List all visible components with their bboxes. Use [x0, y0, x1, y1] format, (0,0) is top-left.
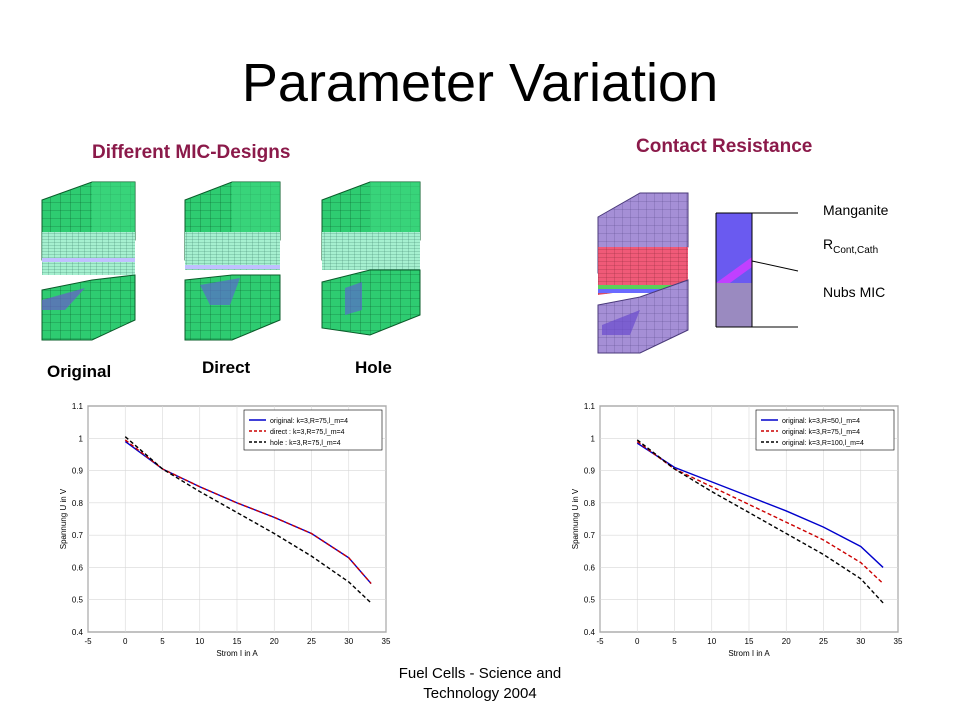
x-tick-label: 5 — [672, 637, 677, 646]
caption-original: Original — [47, 362, 112, 381]
x-tick-label: 0 — [123, 637, 128, 646]
legend-label-0: original: k=3,R=75,l_m=4 — [270, 418, 348, 425]
y-tick-label: 0.6 — [584, 563, 596, 572]
y-tick-label: 0.9 — [584, 467, 596, 476]
x-tick-label: 35 — [382, 637, 391, 646]
y-tick-label: 0.4 — [72, 628, 84, 637]
caption-direct: Direct — [202, 358, 251, 377]
y-axis-label: Spannung U in V — [59, 488, 68, 549]
nubs-mic-label: Nubs MIC — [823, 284, 886, 300]
y-tick-label: 1 — [591, 434, 596, 443]
chart-mic-designs: -5 0 5 10 15 20 25 30 35 0.4 0.5 0.6 0.7 0.8 0.9 1 1.1 St… — [59, 402, 391, 658]
x-tick-label: 0 — [635, 637, 640, 646]
contact-resistance-illustration — [597, 192, 799, 354]
legend-box — [243, 409, 383, 451]
legend-box — [755, 409, 895, 451]
y-tick-label: 0.8 — [584, 499, 596, 508]
legend-label-2: original: k=3,R=100,l_m=4 — [782, 440, 864, 447]
series-line-2 — [124, 436, 372, 604]
x-tick-label: 20 — [782, 637, 791, 646]
contact-resistance-label: RCont,Cath — [823, 236, 879, 256]
layer-bar — [715, 212, 799, 328]
legend-label-2: hole : k=3,R=75,l_m=4 — [270, 440, 341, 447]
chart-contact-resistance: -5 0 5 10 15 20 25 30 35 0.4 0.5 0.6 0.7 0.8 0.9 1 1.1 St… — [571, 402, 903, 658]
x-axis-label: Strom I in A — [216, 649, 258, 658]
y-tick-label: 1.1 — [584, 402, 596, 411]
contact-resistance-heading: Contact Resistance — [636, 136, 813, 157]
y-tick-label: 0.5 — [72, 596, 84, 605]
series-line-0 — [636, 442, 884, 568]
y-tick-label: 0.7 — [584, 531, 596, 540]
x-tick-label: 30 — [344, 637, 353, 646]
footer: Fuel Cells - Science and Technology 2004 — [360, 664, 600, 704]
x-tick-label: -5 — [596, 637, 604, 646]
x-tick-label: 15 — [745, 637, 754, 646]
legend-label-1: direct : k=3,R=75,l_m=4 — [270, 429, 345, 436]
x-tick-label: 20 — [270, 637, 279, 646]
x-tick-label: 35 — [894, 637, 903, 646]
x-tick-label: 30 — [856, 637, 865, 646]
x-tick-label: 10 — [707, 637, 716, 646]
y-tick-label: 1 — [79, 434, 84, 443]
footer-line-2: Technology 2004 — [423, 685, 537, 702]
x-tick-label: 10 — [195, 637, 204, 646]
x-tick-label: 25 — [819, 637, 828, 646]
y-tick-label: 0.4 — [584, 628, 596, 637]
y-tick-label: 0.6 — [72, 563, 84, 572]
x-tick-label: 5 — [160, 637, 165, 646]
legend-label-0: original: k=3,R=50,l_m=4 — [782, 418, 860, 425]
y-axis-label: Spannung U in V — [571, 488, 580, 549]
mic-designs-illustration — [41, 181, 421, 341]
y-tick-label: 0.5 — [584, 596, 596, 605]
series-line-1 — [124, 439, 372, 585]
legend-label-1: original: k=3,R=75,l_m=4 — [782, 429, 860, 436]
y-tick-label: 1.1 — [72, 402, 84, 411]
design-direct-mesh — [184, 181, 281, 341]
y-tick-label: 0.8 — [72, 499, 84, 508]
series-line-2 — [636, 439, 884, 604]
x-axis-label: Strom I in A — [728, 649, 770, 658]
y-tick-label: 0.7 — [72, 531, 84, 540]
contact-mesh — [597, 192, 689, 354]
mic-designs-heading: Different MIC-Designs — [92, 142, 291, 163]
slide-title: Parameter Variation — [241, 53, 719, 113]
y-tick-label: 0.9 — [72, 467, 84, 476]
caption-hole: Hole — [355, 358, 392, 377]
x-tick-label: 25 — [307, 637, 316, 646]
footer-line-1: Fuel Cells - Science and — [398, 665, 562, 682]
x-tick-label: -5 — [84, 637, 92, 646]
manganite-label: Manganite — [823, 202, 889, 218]
x-tick-label: 15 — [233, 637, 242, 646]
design-hole-mesh — [321, 181, 421, 336]
design-original-mesh — [41, 181, 136, 341]
